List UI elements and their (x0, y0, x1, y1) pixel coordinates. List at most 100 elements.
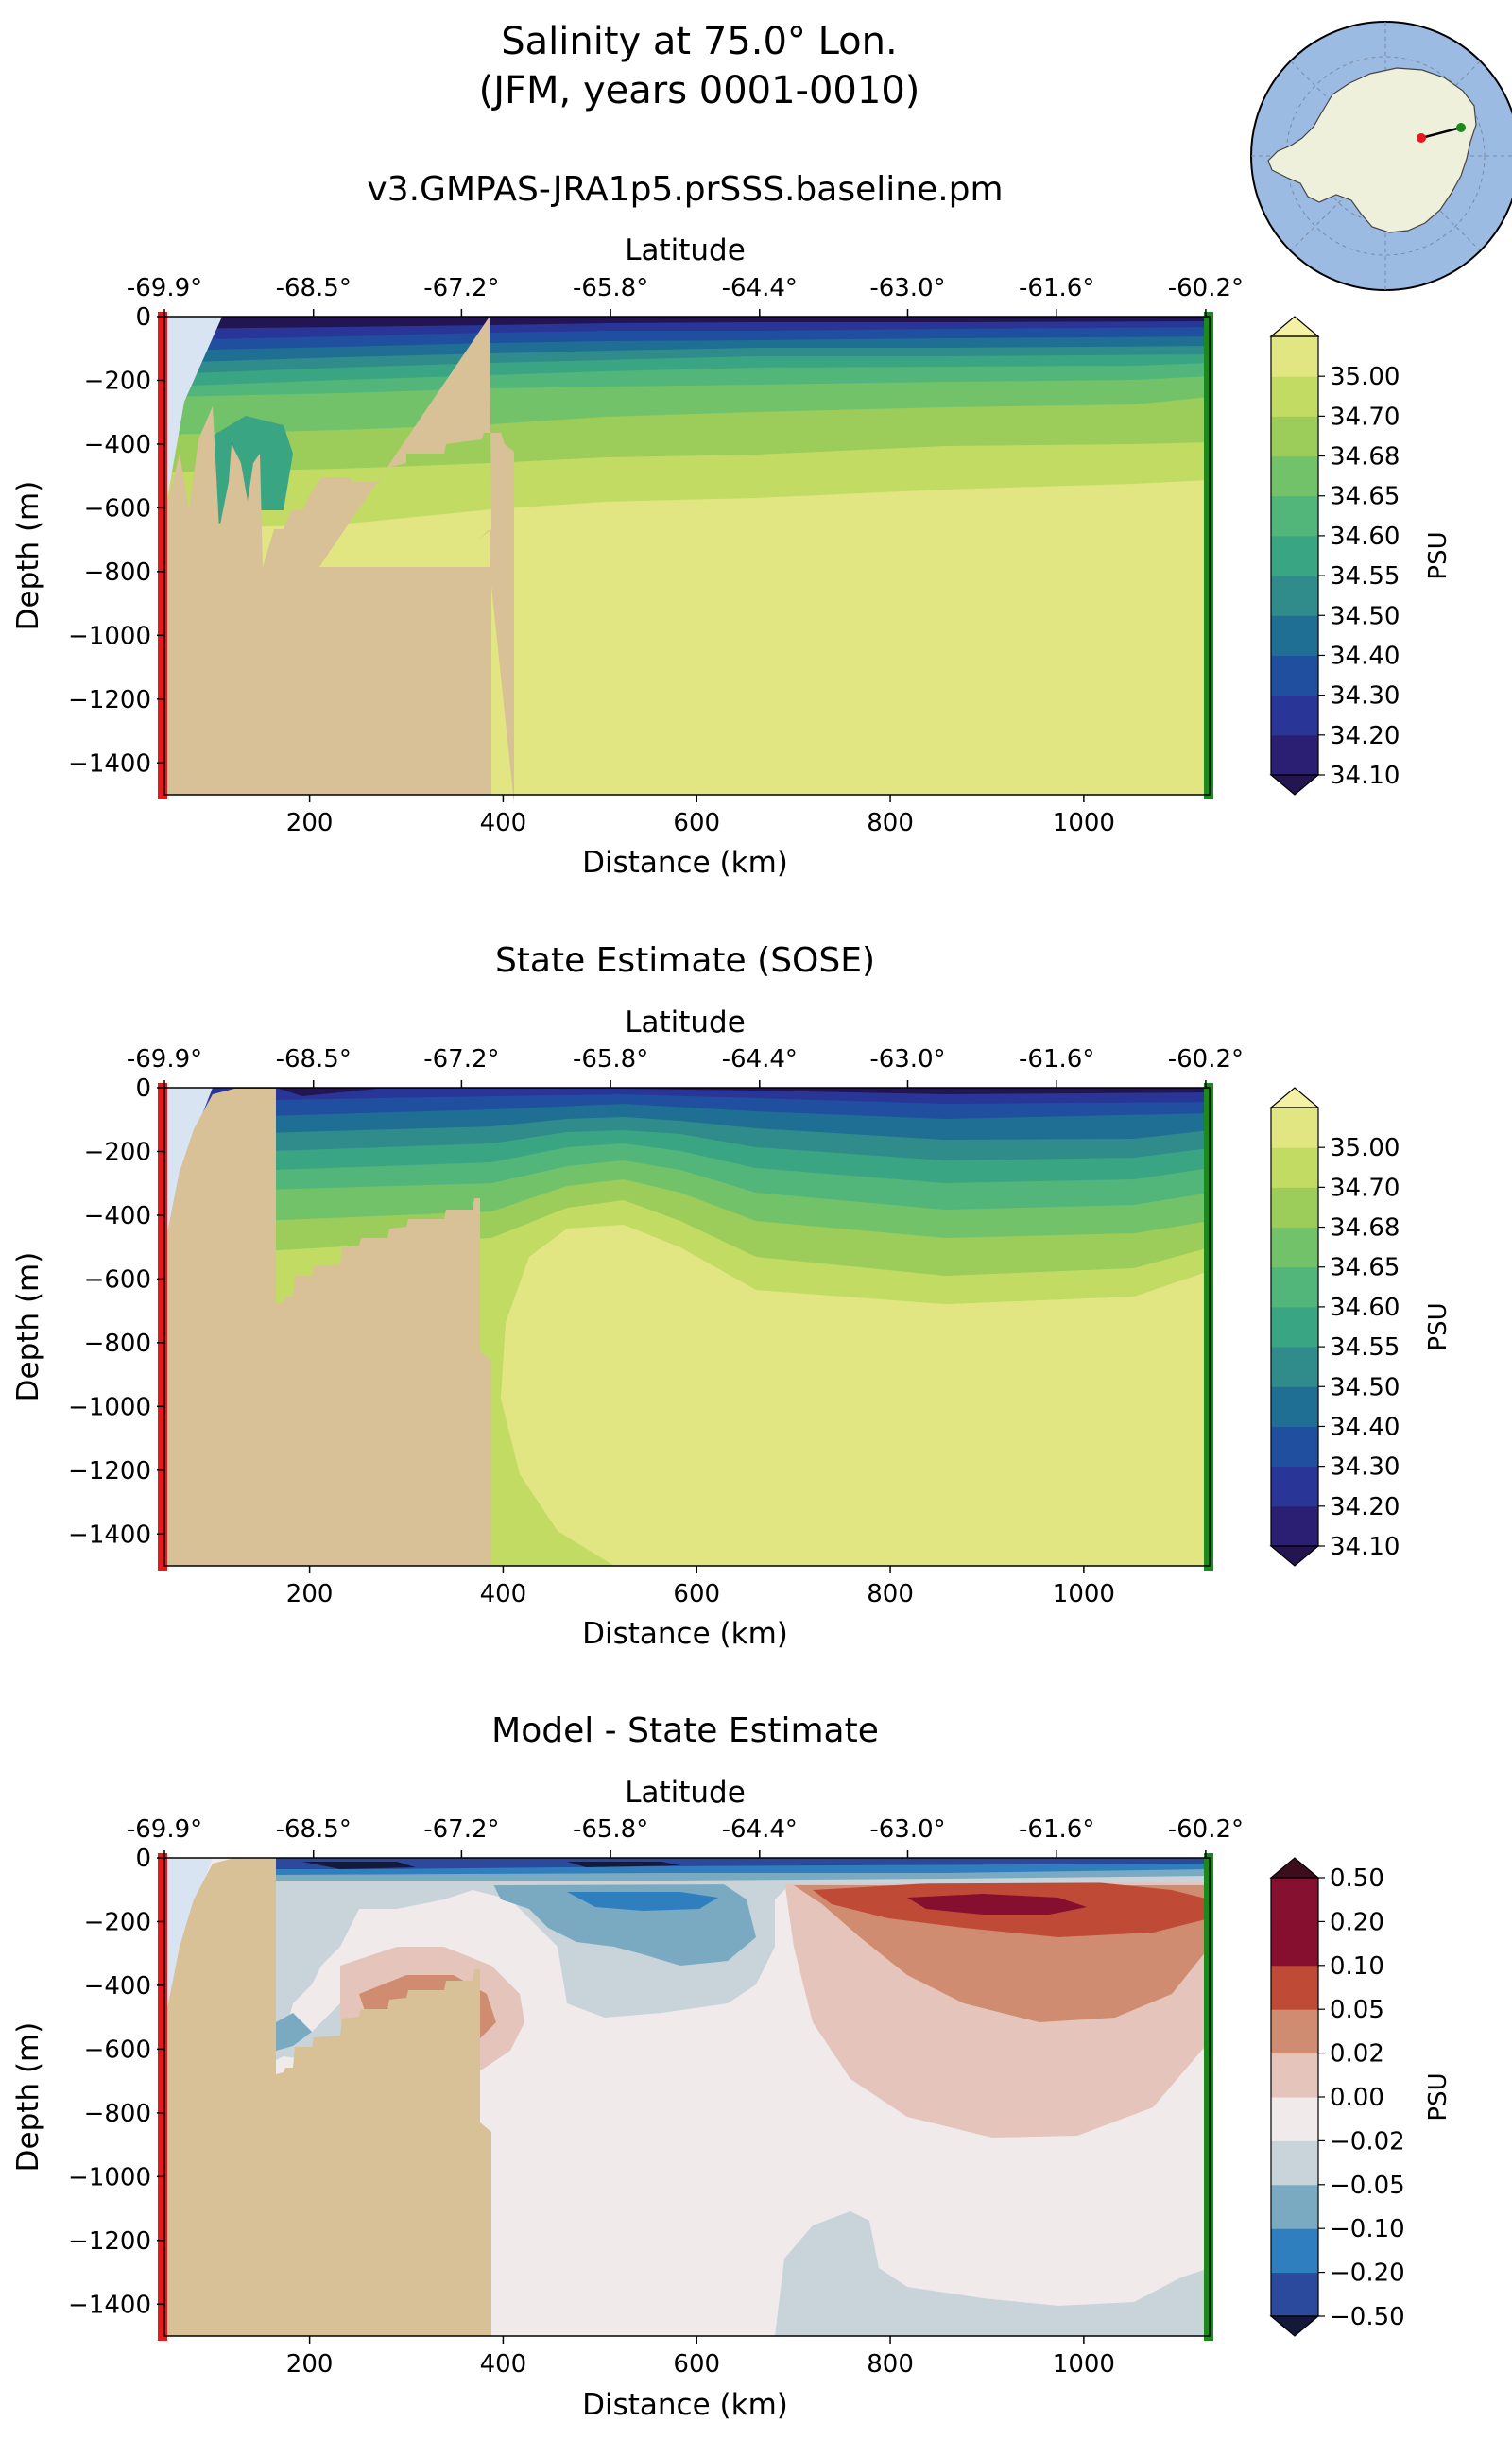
x-tick-label: 400 (480, 2350, 527, 2379)
y-tick-label: −400 (84, 1972, 151, 2001)
y-tick-label: −1200 (68, 2227, 151, 2256)
colorbar-segment (1271, 576, 1318, 616)
colorbar-tick-label: −0.02 (1330, 2127, 1405, 2156)
latitude-tick-label: -65.8° (573, 274, 648, 302)
colorbar-tick-label: −0.05 (1330, 2172, 1405, 2200)
colorbar-under-arrow (1269, 774, 1320, 796)
y-tick-label: 0 (135, 1845, 151, 1873)
y-tick-label: −400 (84, 1202, 151, 1230)
colorbar-under-arrow (1269, 1545, 1320, 1567)
colorbar-tick-label: 0.20 (1330, 1908, 1384, 1936)
colorbar-tick-label: 35.00 (1330, 1134, 1400, 1162)
latitude-tick-label: -65.8° (573, 1045, 648, 1074)
colorbar-segment (1271, 1266, 1318, 1308)
y-tick-label: −200 (84, 1138, 151, 1166)
y-tick-label: −600 (84, 2036, 151, 2064)
colorbar-segment (1271, 2228, 1318, 2274)
figure-title-line1: Salinity at 75.0° Lon. (501, 20, 898, 63)
colorbar-tick-label: 34.50 (1330, 602, 1400, 630)
x-tick-label: 600 (673, 1580, 720, 1608)
figure-title: Salinity at 75.0° Lon. (JFM, years 0001-… (284, 17, 1115, 115)
colorbar-segment (1271, 1147, 1318, 1188)
colorbar-segment (1271, 495, 1318, 537)
latitude-tick-label: -67.2° (423, 1045, 499, 1074)
x-axis-label: Distance (km) (582, 846, 788, 880)
colorbar-segment (1271, 1108, 1318, 1148)
colorbar-tick-label: −0.20 (1330, 2259, 1405, 2288)
colorbar-segment (1271, 695, 1318, 736)
colorbar-label: PSU (1424, 2072, 1452, 2121)
latitude-tick-label: -63.0° (869, 1045, 945, 1074)
end-bar (1204, 1853, 1213, 2341)
colorbar-tick-label: 34.30 (1330, 1453, 1400, 1482)
colorbar-segment (1271, 1878, 1318, 1922)
end-bar (1204, 1083, 1213, 1571)
latitude-axis: -69.9° -68.5° -67.2° -65.8° -64.4° -63.0° -61.… (127, 274, 1244, 317)
colorbar-tick-label: 34.70 (1330, 403, 1400, 431)
x-tick-label: 1000 (1053, 1580, 1115, 1608)
seafloor-topography (164, 1089, 491, 1566)
contour-west-detail (198, 416, 293, 529)
x-tick-label: 400 (480, 1580, 527, 1608)
y-tick-label: 0 (135, 303, 151, 332)
start-bar (158, 1853, 167, 2341)
latitude-tick-label: -68.5° (276, 1045, 352, 1074)
latitude-tick-label: -63.0° (869, 1815, 945, 1844)
plot-area (158, 1083, 1213, 1571)
y-tick-label: 0 (135, 1074, 151, 1103)
figure-title-line2: (JFM, years 0001-0010) (478, 69, 920, 112)
inset-map-start-marker (1417, 133, 1426, 143)
colorbar-tick-label: 34.40 (1330, 642, 1400, 670)
top-axis-label: Latitude (625, 233, 746, 267)
inset-map-transect (1420, 126, 1462, 140)
contour-surface-below-negative-0.50-2 (567, 1862, 680, 1867)
colorbar: 34.10 34.20 34.30 34.40 34.50 34.55 34.60 34.65… (1269, 1087, 1452, 1567)
colorbar-tick-label: 0.00 (1330, 2084, 1384, 2112)
colorbar-tick-label: 0.50 (1330, 1864, 1384, 1893)
colorbar-under-arrow (1269, 2315, 1320, 2337)
latitude-tick-label: -63.0° (869, 274, 945, 302)
colorbar-segment (1271, 2009, 1318, 2054)
top-axis-label: Latitude (625, 1776, 746, 1810)
panel-title: v3.GMPAS-JRA1p5.prSSS.baseline.pm (367, 170, 1003, 209)
latitude-tick-label: -64.4° (722, 1045, 798, 1074)
x-axis: 200 400 600 800 1000 (286, 1566, 1115, 1608)
panel-sose: State Estimate (SOSE) Latitude 200 400 600… (11, 941, 1452, 1651)
seafloor-topography (164, 1858, 491, 2336)
y-tick-label: −600 (84, 494, 151, 523)
colorbar-segment (1271, 455, 1318, 497)
end-bar (1204, 312, 1213, 799)
x-axis: 200 400 600 800 1000 (286, 2336, 1115, 2379)
colorbar: −0.50 −0.20 −0.10 −0.05 −0.02 0.00 0.02 0.05 0.1… (1269, 1857, 1452, 2337)
seafloor-topography (164, 317, 514, 803)
colorbar-segment (1271, 1921, 1318, 1967)
y-axis-label: Depth (m) (11, 481, 45, 631)
contour-west-negative-0.05 (276, 2013, 312, 2051)
colorbar-segment (1271, 1187, 1318, 1228)
colorbar-tick-label: 34.20 (1330, 1493, 1400, 1521)
colorbar-tick-label: 0.05 (1330, 1996, 1384, 2024)
colorbar-label: PSU (1424, 531, 1452, 579)
x-tick-label: 200 (286, 809, 334, 837)
y-tick-label: −800 (84, 558, 151, 587)
colorbar-tick-label: 34.20 (1330, 722, 1400, 750)
colorbar-tick-label: 34.10 (1330, 1533, 1400, 1561)
y-tick-label: −400 (84, 431, 151, 459)
latitude-tick-label: -61.6° (1019, 1815, 1094, 1844)
colorbar-segment (1271, 2053, 1318, 2098)
plot-frame (163, 1857, 1211, 2337)
y-tick-label: −1200 (68, 1457, 151, 1486)
colorbar-segment (1271, 1426, 1318, 1468)
colorbar: 34.10 34.20 34.30 34.40 34.50 34.55 34.60 34.65… (1269, 316, 1452, 796)
x-axis: 200 400 600 800 1000 (286, 795, 1115, 837)
panel-title: State Estimate (SOSE) (495, 941, 875, 980)
x-tick-label: 1000 (1053, 809, 1115, 837)
panel-difference: Model - State Estimate Latitude (11, 1711, 1452, 2422)
y-tick-label: −600 (84, 1265, 151, 1294)
colorbar-segment (1271, 416, 1318, 457)
panel-title: Model - State Estimate (491, 1711, 879, 1750)
y-axis-label: Depth (m) (11, 1252, 45, 1402)
x-tick-label: 800 (867, 1580, 914, 1608)
x-axis-label: Distance (km) (582, 2388, 788, 2422)
y-tick-label: −800 (84, 2100, 151, 2128)
